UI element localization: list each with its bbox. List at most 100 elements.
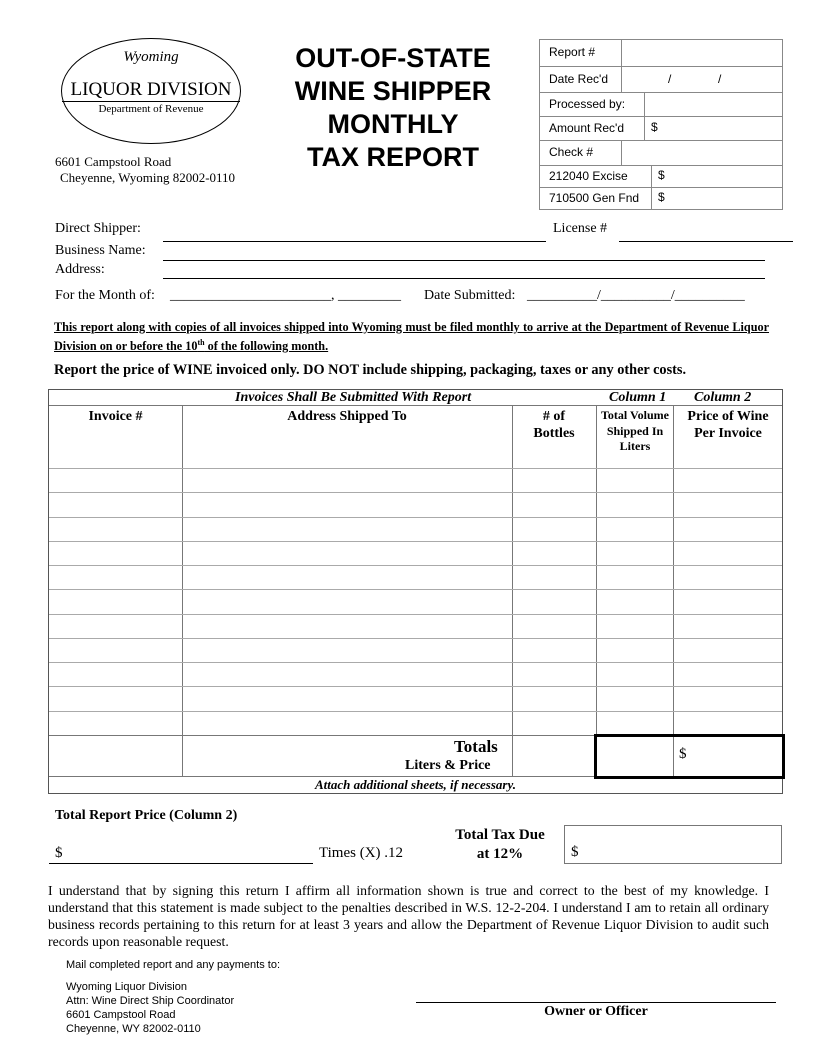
- title-line: WINE SHIPPER: [294, 76, 492, 106]
- direct-shipper-field[interactable]: [163, 241, 546, 242]
- page-title: OUT-OF-STATE WINE SHIPPER MONTHLY TAX RE…: [263, 42, 523, 174]
- invoice-table: Invoices Shall Be Submitted With Report …: [48, 389, 785, 794]
- liters-cell[interactable]: [596, 542, 673, 566]
- address-cell[interactable]: [182, 542, 512, 566]
- amount-recd-row[interactable]: Amount Rec'd $: [540, 117, 782, 141]
- liters-cell[interactable]: [596, 639, 673, 663]
- price-cell[interactable]: [673, 469, 782, 493]
- total-price-field[interactable]: $: [679, 746, 687, 762]
- label: Processed by:: [549, 97, 626, 111]
- business-name-field[interactable]: [163, 260, 765, 261]
- price-cell[interactable]: [673, 493, 782, 517]
- signature-line[interactable]: [416, 1002, 776, 1003]
- report-no-row[interactable]: Report #: [540, 40, 782, 67]
- address-label: Address:: [55, 262, 105, 277]
- invoice-cell[interactable]: [49, 615, 182, 639]
- price-cell[interactable]: [673, 566, 782, 590]
- logo-dept: Department of Revenue: [98, 103, 204, 115]
- address-cell[interactable]: [182, 639, 512, 663]
- liquor-division-logo: Wyoming LIQUOR DIVISION Department of Re…: [61, 38, 241, 144]
- total-report-price-field[interactable]: [49, 863, 313, 864]
- address-cell[interactable]: [182, 493, 512, 517]
- liters-cell[interactable]: [596, 518, 673, 542]
- invoice-cell[interactable]: [49, 639, 182, 663]
- table-footer: Attach additional sheets, if necessary.: [314, 777, 517, 792]
- total-liters-field[interactable]: [599, 740, 671, 770]
- label-line: Total Tax Due: [455, 827, 545, 843]
- price-cell[interactable]: [673, 639, 782, 663]
- invoice-cell[interactable]: [49, 493, 182, 517]
- invoice-cell[interactable]: [49, 663, 182, 687]
- address-cell[interactable]: [182, 712, 512, 736]
- liters-cell[interactable]: [596, 615, 673, 639]
- bottles-cell[interactable]: [512, 493, 596, 517]
- address-cell[interactable]: [182, 518, 512, 542]
- total-tax-due-field[interactable]: $: [564, 825, 782, 864]
- bottles-cell[interactable]: [512, 687, 596, 711]
- invoice-cell[interactable]: [49, 542, 182, 566]
- bottles-cell[interactable]: [512, 639, 596, 663]
- invoice-cell[interactable]: [49, 712, 182, 736]
- liters-cell[interactable]: [596, 712, 673, 736]
- instruction: Report the price of WINE invoiced only. …: [54, 362, 687, 378]
- price-cell[interactable]: [673, 590, 782, 614]
- liters-cell[interactable]: [596, 493, 673, 517]
- liters-cell[interactable]: [596, 663, 673, 687]
- license-field[interactable]: [619, 241, 793, 242]
- liters-cell[interactable]: [596, 687, 673, 711]
- month-of-field[interactable]: _______________________, _________: [170, 288, 401, 303]
- header-invoice: Invoice #: [88, 409, 143, 424]
- check-no-row[interactable]: Check #: [540, 141, 782, 166]
- mail-heading: Mail completed report and any payments t…: [66, 959, 281, 971]
- gen-fnd-row[interactable]: 710500 Gen Fnd $: [540, 188, 782, 209]
- price-cell[interactable]: [673, 615, 782, 639]
- processed-by-row[interactable]: Processed by:: [540, 93, 782, 117]
- bottles-cell[interactable]: [512, 590, 596, 614]
- bottles-cell[interactable]: [512, 542, 596, 566]
- address-cell[interactable]: [182, 663, 512, 687]
- month-of-label: For the Month of:: [55, 288, 155, 303]
- bottles-cell[interactable]: [512, 469, 596, 493]
- excise-row[interactable]: 212040 Excise $: [540, 166, 782, 188]
- liters-cell[interactable]: [596, 590, 673, 614]
- business-name-label: Business Name:: [55, 243, 146, 258]
- notice-text: This report along with copies of all inv…: [54, 320, 769, 354]
- liters-cell[interactable]: [596, 469, 673, 493]
- header-volume: Total Volume Shipped In Liters: [601, 408, 669, 453]
- date-submitted-field[interactable]: __________/__________/__________: [527, 288, 745, 303]
- invoice-cell[interactable]: [49, 518, 182, 542]
- invoice-cell[interactable]: [49, 687, 182, 711]
- date-submitted-label: Date Submitted:: [424, 288, 516, 303]
- address-cell[interactable]: [182, 687, 512, 711]
- table-row: [49, 516, 782, 542]
- invoice-cell[interactable]: [49, 469, 182, 493]
- filing-notice: This report along with copies of all inv…: [54, 320, 769, 354]
- price-cell[interactable]: [673, 518, 782, 542]
- address-field[interactable]: [163, 278, 765, 279]
- bottles-cell[interactable]: [512, 663, 596, 687]
- dollar: $: [658, 168, 665, 182]
- invoice-cell[interactable]: [49, 566, 182, 590]
- invoice-cell[interactable]: [49, 590, 182, 614]
- bottles-cell[interactable]: [512, 518, 596, 542]
- license-label: License #: [553, 221, 608, 236]
- bottles-cell[interactable]: [512, 712, 596, 736]
- bottles-cell[interactable]: [512, 566, 596, 590]
- price-cell[interactable]: [673, 687, 782, 711]
- direct-shipper-label: Direct Shipper:: [55, 221, 141, 236]
- totals-label: Totals: [454, 737, 498, 756]
- address-cell[interactable]: [182, 566, 512, 590]
- price-cell[interactable]: [673, 712, 782, 736]
- address-cell[interactable]: [182, 615, 512, 639]
- bottles-cell[interactable]: [512, 615, 596, 639]
- date-recd-row[interactable]: Date Rec'd / /: [540, 67, 782, 93]
- logo-script: Wyoming: [123, 49, 179, 65]
- address-cell[interactable]: [182, 469, 512, 493]
- liters-cell[interactable]: [596, 566, 673, 590]
- notice-text: of the following month.: [204, 339, 329, 354]
- address-cell[interactable]: [182, 590, 512, 614]
- price-cell[interactable]: [673, 542, 782, 566]
- table-banner: Invoices Shall Be Submitted With Report: [235, 390, 472, 405]
- header-bottles: # of Bottles: [533, 409, 575, 441]
- price-cell[interactable]: [673, 663, 782, 687]
